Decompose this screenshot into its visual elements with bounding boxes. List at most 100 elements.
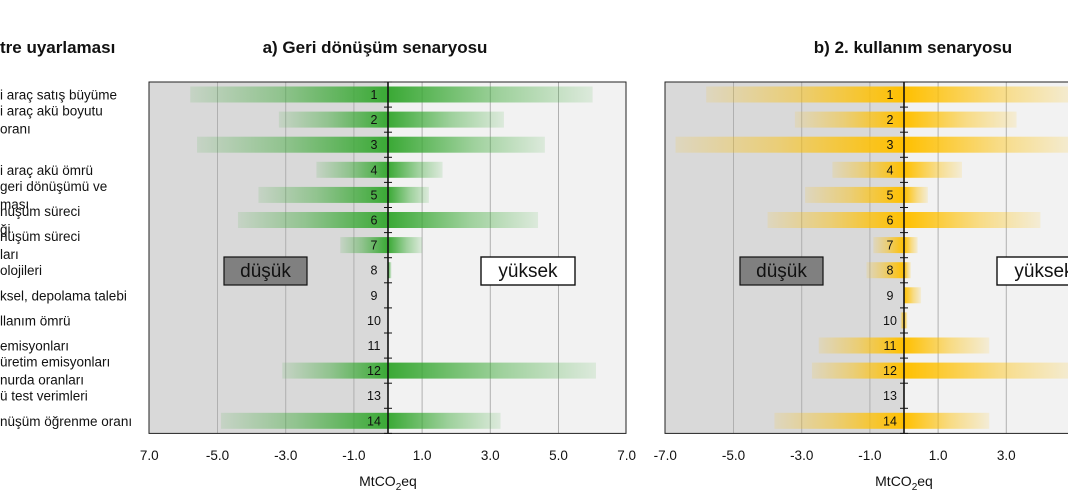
category-label: 3 — [887, 138, 894, 152]
parameter-list-title: tre uyarlaması — [0, 38, 115, 57]
category-label: 2 — [371, 113, 378, 127]
bar-low — [767, 212, 904, 228]
category-label: 1 — [371, 88, 378, 102]
parameter-label: ması — [0, 197, 29, 212]
x-tick-label: 1.0 — [413, 448, 432, 463]
bar-high — [904, 161, 962, 178]
bar-low — [340, 237, 388, 254]
x-axis-label: MtCO2eq — [875, 473, 933, 492]
x-tick-label: 3.0 — [997, 448, 1016, 463]
parameter-label: i araç akü ömrü — [0, 163, 93, 178]
bar-low — [190, 86, 388, 103]
bar-high — [388, 412, 501, 429]
category-label: 10 — [883, 314, 897, 328]
category-label: 12 — [883, 364, 897, 378]
x-tick-label: -3.0 — [274, 448, 297, 463]
high-annotation-box — [480, 256, 576, 286]
parameter-label: üretim emisyonları — [0, 355, 110, 370]
x-tick-label: -3.0 — [790, 448, 813, 463]
x-axis-label: MtCO2eq — [359, 473, 417, 492]
bar-high — [904, 312, 908, 329]
x-tick-label: 7.0 — [617, 448, 636, 463]
parameter-label: ları — [0, 247, 19, 262]
category-label: 12 — [367, 364, 381, 378]
bar-high — [904, 262, 911, 279]
category-label: 7 — [887, 239, 894, 253]
category-label: 13 — [883, 389, 897, 403]
bar-high — [904, 111, 1017, 128]
bar-high — [904, 362, 1068, 379]
low-annotation-box — [223, 256, 308, 286]
bar-low — [818, 337, 904, 354]
bar-low — [282, 362, 388, 379]
parameter-label: ksel, depolama talebi — [0, 288, 127, 303]
bar-low — [873, 237, 904, 254]
parameter-label: nüşüm süreci — [0, 204, 80, 219]
bar-high — [388, 136, 545, 153]
category-label: 10 — [367, 314, 381, 328]
category-label: 2 — [887, 113, 894, 127]
x-tick-label: -7.0 — [654, 448, 677, 463]
category-label: 6 — [371, 214, 378, 228]
category-label: 9 — [887, 289, 894, 303]
category-label: 7 — [371, 239, 378, 253]
parameter-label: olojileri — [0, 263, 42, 278]
bar-high — [904, 86, 1068, 103]
x-tick-label: -1.0 — [858, 448, 881, 463]
parameter-label: i araç akü boyutu — [0, 104, 103, 119]
x-tick-label: 7.0 — [140, 448, 159, 463]
bar-high — [904, 287, 922, 304]
parameter-label: i araç satış büyüme — [0, 88, 117, 103]
bar-low — [316, 161, 388, 178]
bar-low — [237, 212, 388, 228]
high-annotation-label: yüksek — [1014, 261, 1068, 282]
bar-high — [904, 237, 918, 254]
bar-low — [220, 412, 388, 429]
category-label: 3 — [371, 138, 378, 152]
low-annotation-box — [739, 256, 824, 286]
panel-a-title: a) Geri dönüşüm senaryosu — [263, 38, 488, 57]
x-tick-label: 3.0 — [481, 448, 500, 463]
bar-high — [904, 212, 1041, 228]
bar-low — [832, 161, 904, 178]
bar-high — [904, 136, 1068, 153]
x-tick-label: 5.0 — [549, 448, 568, 463]
category-label: 13 — [367, 389, 381, 403]
bar-high — [904, 337, 990, 354]
bar-high — [388, 212, 539, 228]
category-label: 6 — [887, 214, 894, 228]
parameter-label: llanım ömrü — [0, 313, 71, 328]
high-annotation-label: yüksek — [498, 261, 558, 282]
bar-low — [197, 136, 388, 153]
parameter-label: nüşüm öğrenme oranı — [0, 414, 132, 429]
category-label: 5 — [371, 188, 378, 202]
bar-low — [258, 186, 388, 203]
parameter-label: nurda oranları — [0, 373, 84, 388]
bar-high — [388, 86, 593, 103]
bar-low — [866, 262, 904, 279]
bar-high — [388, 237, 423, 254]
bar-low — [794, 111, 904, 128]
parameter-label: nüşüm süreci — [0, 229, 80, 244]
category-label: 14 — [883, 414, 897, 428]
bar-low — [774, 412, 904, 429]
panel-b-title: b) 2. kullanım senaryosu — [814, 38, 1012, 57]
low-annotation-label: düşük — [240, 261, 291, 282]
parameter-label: oranı — [0, 122, 31, 137]
parameter-label: ği — [0, 222, 11, 237]
category-label: 8 — [887, 264, 894, 278]
bar-low — [811, 362, 904, 379]
bar-high — [388, 262, 392, 279]
high-annotation-box — [996, 256, 1068, 286]
category-label: 4 — [887, 163, 894, 177]
category-label: 11 — [368, 339, 381, 353]
bar-high — [904, 186, 928, 203]
category-label: 5 — [887, 188, 894, 202]
panel-recycling-scenario: a) Geri dönüşüm senaryosu 12345678910111… — [140, 38, 636, 493]
panel-second-life-scenario: b) 2. kullanım senaryosu 123456789101112… — [654, 38, 1068, 493]
x-tick-label: 1.0 — [929, 448, 948, 463]
x-tick-label: -5.0 — [722, 448, 745, 463]
bar-low — [805, 186, 904, 203]
